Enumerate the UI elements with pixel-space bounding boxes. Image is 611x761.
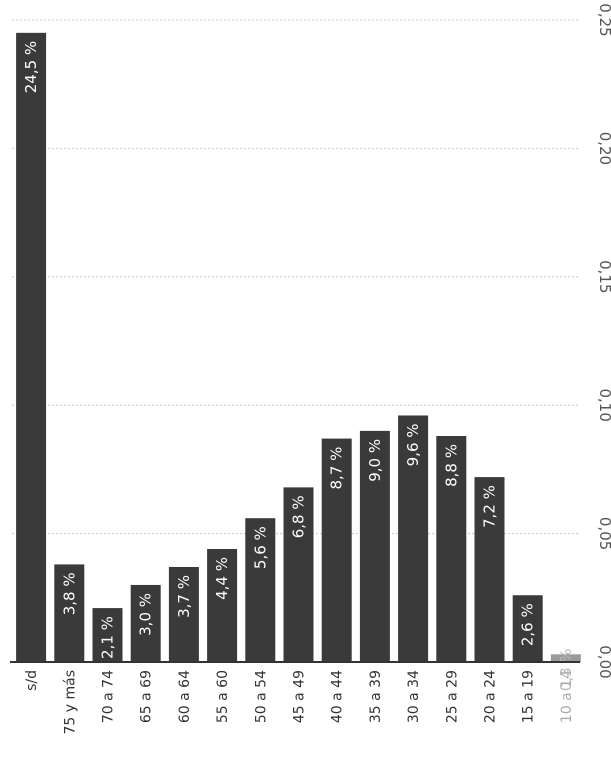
category-label: 25 a 29 bbox=[444, 670, 460, 723]
category-label: 65 a 69 bbox=[139, 670, 155, 723]
bar bbox=[359, 430, 390, 662]
data-label: 8,8 % bbox=[442, 444, 460, 487]
bar bbox=[16, 32, 47, 662]
grid-lines bbox=[12, 19, 580, 535]
y-tick-label: 0,05 bbox=[596, 517, 611, 550]
bar bbox=[436, 436, 467, 662]
data-label: 3,7 % bbox=[175, 575, 193, 618]
y-tick-label: 0,15 bbox=[596, 260, 611, 293]
category-label: 15 a 19 bbox=[521, 670, 537, 723]
category-label: 75 y más bbox=[62, 670, 78, 735]
category-label: 10 a 14 bbox=[559, 670, 575, 723]
category-label: 40 a 44 bbox=[330, 670, 346, 723]
bars bbox=[16, 32, 581, 662]
category-label: 30 a 34 bbox=[406, 670, 422, 723]
bar bbox=[283, 487, 314, 662]
category-label: s/d bbox=[24, 670, 40, 691]
bar bbox=[474, 477, 505, 662]
bar bbox=[398, 415, 429, 662]
category-label: 70 a 74 bbox=[101, 670, 117, 723]
data-label: 9,0 % bbox=[366, 439, 384, 482]
category-label: 50 a 54 bbox=[253, 670, 269, 723]
bar bbox=[168, 566, 199, 662]
data-label: 8,7 % bbox=[328, 447, 346, 490]
data-label: 24,5 % bbox=[22, 41, 40, 93]
y-tick-label: 0,20 bbox=[596, 132, 611, 165]
bar bbox=[550, 654, 581, 662]
category-label: 45 a 49 bbox=[292, 670, 308, 723]
data-label: 0,3 % bbox=[557, 648, 575, 691]
y-tick-label: 0,00 bbox=[596, 645, 611, 678]
data-label: 3,8 % bbox=[60, 572, 78, 615]
data-label: 2,6 % bbox=[519, 603, 537, 646]
bar bbox=[130, 584, 161, 662]
data-labels: 24,5 % 3,8 % 2,1 % 3,0 % 3,7 % 4,4 % 5,6 % 6,8 … bbox=[22, 41, 575, 691]
category-labels: s/d 75 y más 70 a 74 65 a 69 60 a 64 55 a 60 5… bbox=[24, 670, 575, 735]
bar bbox=[245, 518, 276, 662]
data-label: 3,0 % bbox=[137, 593, 155, 636]
bar bbox=[321, 438, 352, 662]
data-label: 6,8 % bbox=[290, 495, 308, 538]
bar bbox=[92, 608, 123, 662]
category-label: 55 a 60 bbox=[215, 670, 231, 723]
value-tick-labels: 0,00 0,05 0,10 0,15 0,20 0,25 bbox=[596, 3, 611, 678]
data-label: 2,1 % bbox=[99, 616, 117, 659]
bar bbox=[54, 564, 85, 662]
bar bbox=[207, 549, 238, 662]
bar bbox=[512, 595, 543, 662]
category-label: 60 a 64 bbox=[177, 670, 193, 723]
category-label: 35 a 39 bbox=[368, 670, 384, 723]
category-label: 20 a 24 bbox=[483, 670, 499, 723]
data-label: 5,6 % bbox=[251, 526, 269, 569]
y-tick-label: 0,25 bbox=[596, 3, 611, 36]
data-label: 7,2 % bbox=[481, 485, 499, 528]
y-tick-label: 0,10 bbox=[596, 388, 611, 421]
data-label: 9,6 % bbox=[404, 423, 422, 466]
data-label: 4,4 % bbox=[213, 557, 231, 600]
